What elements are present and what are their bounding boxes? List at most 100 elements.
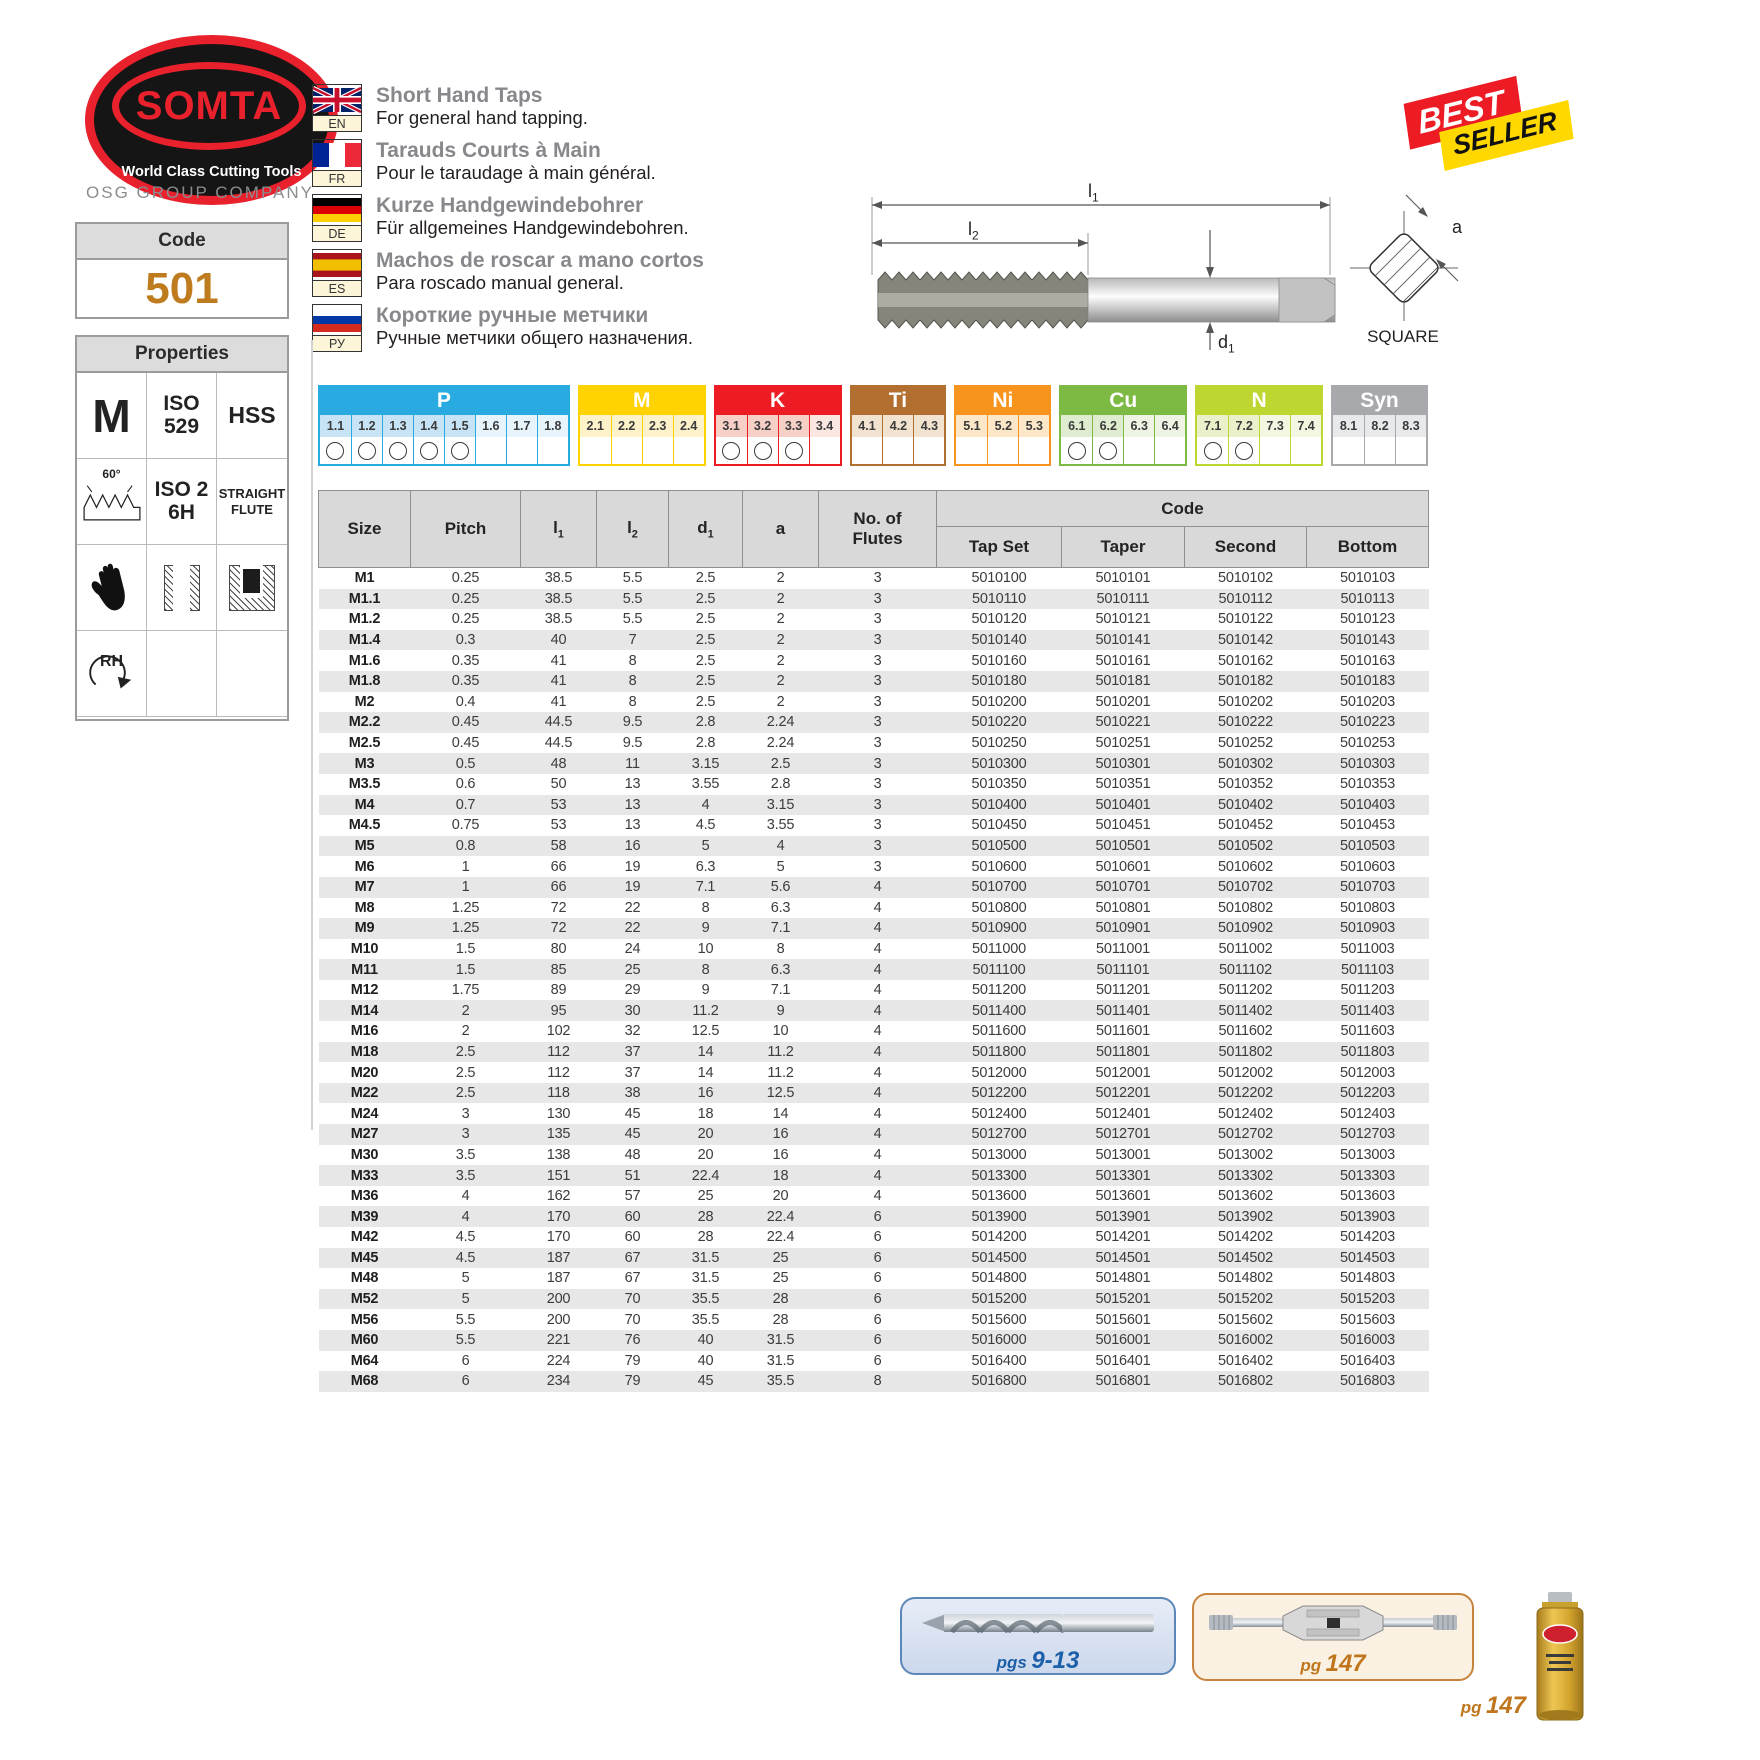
col-pitch: Pitch — [410, 490, 521, 568]
table-row: M6 1 66 19 6.3 5 3 5010600 5010601 5010602 5010603 — [319, 856, 1429, 877]
material-subgroup-6.1: 6.1 — [1061, 415, 1093, 464]
cell-size: M7 — [318, 876, 411, 898]
cell-size: M2.2 — [318, 712, 411, 733]
dim-a-label: a — [1452, 217, 1463, 237]
cell-value: 6 — [818, 1288, 937, 1310]
applicable-circle-icon — [722, 441, 741, 460]
cell-value: 5013602 — [1217, 1188, 1274, 1205]
table-row: M1.2 0.25 38.5 5.5 2.5 2 3 5010120 5010121 501012… — [319, 609, 1429, 630]
cell-value: 5012703 — [1306, 1124, 1429, 1145]
cell-value: 5011602 — [1218, 1023, 1273, 1040]
cell-value: 5011803 — [1306, 1041, 1429, 1063]
applicability-cell — [382, 437, 413, 464]
logo-title: SOMTA — [135, 83, 283, 128]
material-subgroup-3.4: 3.4 — [808, 415, 840, 464]
cell-value: 13 — [624, 776, 641, 793]
cell-value: 16 — [596, 835, 669, 857]
cell-size: M52 — [318, 1288, 411, 1310]
cell-value: 5 — [776, 858, 785, 875]
applicability-cell — [537, 437, 568, 464]
cell-value: 6 — [818, 1206, 937, 1227]
cell-value: 37 — [596, 1041, 669, 1063]
material-subgroup-label: 1.6 — [475, 415, 506, 437]
cell-value: 112 — [520, 1041, 597, 1063]
cell-value: 9.5 — [622, 735, 643, 752]
cell-value: 22.4 — [742, 1206, 819, 1227]
applicability-cell — [715, 437, 747, 464]
cell-value: 5010803 — [1339, 899, 1396, 916]
cell-value: 5011101 — [1061, 959, 1185, 980]
material-subgroup-1.4: 1.4 — [412, 415, 444, 464]
cell-value: 5010220 — [936, 712, 1062, 733]
material-subgroup-label: 6.1 — [1061, 415, 1093, 437]
cell-value: 44.5 — [520, 712, 597, 733]
cell-value: 5010601 — [1095, 858, 1151, 875]
cell-value: 28 — [742, 1288, 819, 1310]
cell-value: 5010700 — [936, 876, 1062, 898]
applicability-cell — [506, 437, 537, 464]
cell-value: 13 — [624, 817, 641, 834]
table-row: M3 0.5 48 11 3.15 2.5 3 5010300 5010301 5010302 50… — [318, 753, 1429, 774]
cell-value: 0.7 — [410, 794, 521, 816]
cell-value: 5012002 — [1217, 1064, 1274, 1081]
material-subgroup-6.3: 6.3 — [1123, 415, 1155, 464]
cell-value: 38.5 — [544, 570, 573, 587]
logo-ring: SOMTA — [112, 62, 306, 150]
cell-value: 9 — [668, 918, 743, 939]
material-subgroup-1.8: 1.8 — [536, 415, 568, 464]
cell-value: 2.5 — [410, 1041, 521, 1063]
table-row: M48 5 187 67 31.5 25 6 5014800 5014801 5014802 501… — [319, 1268, 1429, 1289]
language-row-en: EN Short Hand Taps For general hand tapp… — [312, 84, 704, 132]
cell-value: 5011200 — [972, 982, 1026, 999]
cell-value: 31.5 — [766, 1352, 795, 1369]
cell-value: 4 — [873, 940, 882, 957]
col-flutes: No. of Flutes — [818, 490, 937, 568]
rotation-cell: RH — [77, 631, 147, 717]
table-row: M2 0.4 41 8 2.5 2 3 5010200 5010201 5010202 501020… — [319, 692, 1429, 713]
cell-size: M18 — [318, 1041, 411, 1063]
col-tap-set: Tap Set — [936, 526, 1062, 568]
applicability-cell — [1155, 437, 1186, 464]
material-subgroup-3.3: 3.3 — [777, 415, 809, 464]
cell-value: 4.5 — [695, 817, 716, 834]
cell-value: 6 — [873, 1270, 882, 1287]
dim-d1-label: d1 — [1218, 332, 1235, 356]
table-row: M16 2 102 32 12.5 10 4 5011600 5011601 5011602 501… — [319, 1021, 1429, 1042]
material-subgroup-7.1: 7.1 — [1197, 415, 1229, 464]
cell-value: 25 — [742, 1247, 819, 1269]
table-row: M10 1.5 80 24 10 8 4 5011000 5011001 5011002 50110… — [319, 939, 1429, 960]
cell-value: 2 — [742, 588, 819, 610]
cell-value: 4 — [818, 1124, 937, 1145]
material-subgroup-5.3: 5.3 — [1018, 415, 1050, 464]
cell-value: 5016001 — [1061, 1329, 1185, 1351]
material-subgroup-label: 1.4 — [413, 415, 444, 437]
applicable-circle-icon — [1203, 441, 1222, 460]
cell-value: 112 — [547, 1064, 570, 1081]
cell-value: 5010503 — [1306, 835, 1429, 857]
cell-value: 16 — [772, 1146, 789, 1163]
cell-value: 3 — [873, 652, 882, 669]
material-subgroup-label: 1.5 — [444, 415, 475, 437]
cell-value: 5013002 — [1217, 1146, 1274, 1163]
cell-value: 2.5 — [695, 611, 716, 628]
cell-value: 85 — [520, 959, 597, 980]
cell-value: 22 — [624, 899, 641, 916]
cell-size: M4 — [318, 794, 411, 816]
cell-value: 45 — [596, 1124, 669, 1145]
cell-value: 5014803 — [1339, 1270, 1396, 1287]
table-row: M56 5.5 200 70 35.5 28 6 5015600 5015601 5015602 5… — [319, 1309, 1429, 1330]
cell-value: 5010701 — [1061, 876, 1185, 898]
cell-value: 5011201 — [1096, 982, 1150, 999]
applicable-circle-icon — [419, 441, 438, 460]
cell-value: 66 — [550, 858, 567, 875]
col-l2: l2 — [596, 490, 669, 568]
group-company-label: OSG GROUP COMPANY — [86, 183, 314, 202]
cell-value: 67 — [624, 1270, 641, 1287]
cell-value: 3 — [818, 629, 937, 651]
cell-value: 5016801 — [1061, 1371, 1185, 1392]
cell-value: 5010123 — [1339, 611, 1396, 628]
cell-value: 5010901 — [1061, 918, 1185, 939]
cell-value: 5010703 — [1306, 876, 1429, 898]
cell-size: M1.1 — [318, 588, 411, 610]
material-group-label: Ti — [851, 387, 945, 415]
